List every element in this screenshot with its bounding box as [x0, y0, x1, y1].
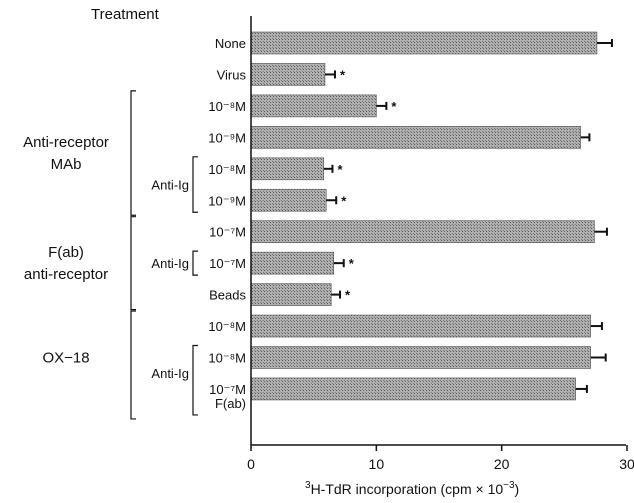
x-tick-label: 20	[494, 456, 510, 472]
treatment-header: Treatment	[91, 6, 160, 23]
x-axis-title-close: )	[515, 481, 520, 497]
bar-label: 10⁻⁷M	[209, 225, 246, 240]
significance-marker: *	[391, 99, 397, 114]
x-tick-label: 0	[247, 456, 255, 472]
bar	[250, 314, 591, 338]
significance-marker: *	[337, 162, 343, 177]
significance-marker: *	[341, 193, 347, 208]
bar	[250, 251, 335, 275]
group-bracket	[130, 216, 136, 311]
anti-ig-label: Anti-Ig	[151, 178, 189, 193]
x-ticks-layer: 0 10 20 30	[247, 445, 634, 472]
bar	[250, 31, 598, 55]
x-axis-title-main: H-TdR incorporation (cpm × 10	[311, 481, 504, 497]
bar	[250, 157, 324, 181]
x-tick-label: 10	[369, 456, 385, 472]
anti-ig-bracket	[192, 250, 198, 276]
significance-marker: *	[349, 256, 355, 271]
bar-label: 10⁻⁹M	[208, 130, 246, 145]
anti-ig-label: Anti-Ig	[151, 256, 189, 271]
bar-label: 10⁻⁷M	[209, 256, 246, 271]
bar-label: 10⁻⁷M	[209, 382, 246, 397]
anti-ig-label: Anti-Ig	[151, 366, 189, 381]
bar	[250, 126, 581, 149]
anti-ig-bracket	[192, 156, 198, 213]
bar	[250, 346, 591, 369]
significance-marker: *	[345, 288, 351, 303]
x-axis-title: 3H-TdR incorporation (cpm × 10−3)	[305, 480, 519, 497]
bar-label: 10⁻⁸M	[208, 99, 246, 114]
significance-marker: *	[340, 67, 346, 82]
x-axis-title-sup-1: 3	[305, 480, 311, 491]
bar-label: 10⁻⁸M	[208, 351, 246, 366]
bar	[250, 94, 377, 118]
bars-layer: * * * * * *	[250, 31, 613, 401]
anti-ig-bracket	[192, 344, 198, 416]
bar-label: None	[215, 36, 246, 51]
bar	[250, 377, 576, 401]
group-label: MAb	[51, 156, 82, 173]
bar-label: Beads	[209, 288, 246, 303]
bar-label: Virus	[217, 67, 247, 82]
group-label: anti-receptor	[24, 266, 108, 283]
x-axis-title-sup-2: −3	[503, 480, 515, 491]
bar	[250, 220, 595, 243]
bar	[250, 283, 332, 306]
bar	[250, 188, 327, 212]
group-label: Anti-receptor	[23, 134, 109, 151]
group-label: OX−18	[42, 350, 89, 367]
group-bracket	[130, 90, 136, 216]
x-tick-label: 30	[619, 456, 634, 472]
group-bracket	[130, 310, 136, 420]
bar-label: 10⁻⁹M	[208, 193, 246, 208]
bar-label: 10⁻⁸M	[208, 162, 246, 177]
bar-label: 10⁻⁸M	[208, 319, 246, 334]
last-bar-sub-label: F(ab)	[215, 396, 246, 411]
group-label: F(ab)	[48, 244, 84, 261]
group-labels-layer: Anti-receptor MAb F(ab) anti-receptor OX−18 A…	[23, 90, 198, 420]
bar-labels-layer: None Virus 10⁻⁸M 10⁻⁹M 10⁻⁸M 10⁻⁹M 10⁻⁷M 10⁻⁷M B…	[208, 36, 246, 411]
bar	[250, 63, 326, 86]
